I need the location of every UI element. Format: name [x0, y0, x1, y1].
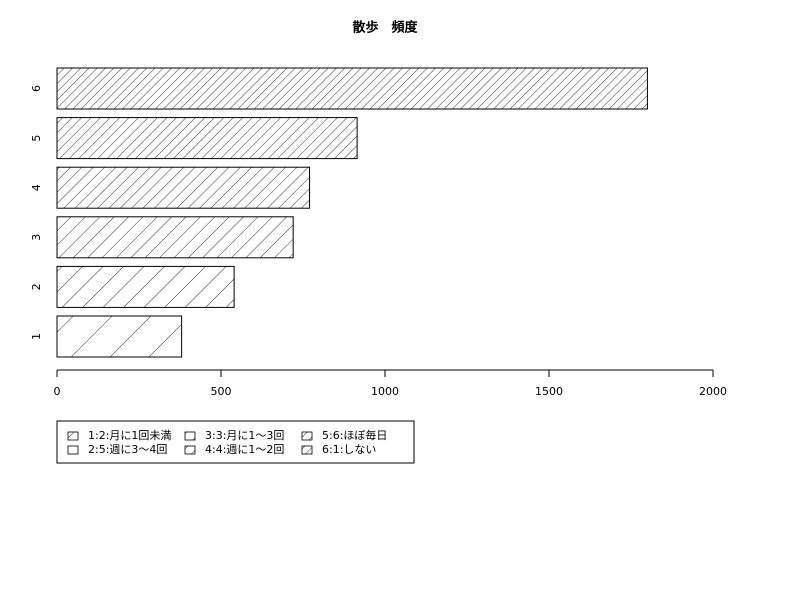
- legend-label: 5:6:ほぼ毎日: [322, 429, 387, 442]
- legend-label: 1:2:月に1回未満: [88, 429, 171, 442]
- x-tick-label: 2000: [699, 385, 727, 398]
- legend-swatch: [67, 445, 79, 455]
- x-tick-label: 1000: [371, 385, 399, 398]
- x-tick-label: 0: [54, 385, 61, 398]
- bar: [56, 166, 311, 209]
- legend-box: [56, 420, 415, 464]
- x-tick-label: 1500: [535, 385, 563, 398]
- y-tick-label: 3: [30, 234, 43, 241]
- legend-swatch: [301, 431, 313, 441]
- y-tick-label: 5: [30, 135, 43, 142]
- bar: [56, 216, 294, 259]
- y-tick-label: 1: [30, 333, 43, 340]
- y-tick-label: 6: [30, 85, 43, 92]
- bar: [56, 315, 183, 358]
- bar: [56, 117, 358, 160]
- legend-label: 2:5:週に3〜4回: [88, 443, 167, 456]
- legend-label: 4:4:週に1〜2回: [205, 443, 284, 456]
- legend-swatch: [184, 445, 196, 455]
- y-tick-label: 2: [30, 283, 43, 290]
- legend-swatch: [67, 431, 79, 441]
- bar: [56, 265, 235, 308]
- bar: [56, 67, 648, 110]
- legend-label: 6:1:しない: [322, 443, 376, 456]
- x-tick-label: 500: [211, 385, 232, 398]
- chart-title: 散歩 頻度: [352, 20, 418, 36]
- legend-swatch: [184, 431, 196, 441]
- y-tick-label: 4: [30, 184, 43, 191]
- legend-label: 3:3:月に1〜3回: [205, 429, 284, 442]
- legend-swatch: [301, 445, 313, 455]
